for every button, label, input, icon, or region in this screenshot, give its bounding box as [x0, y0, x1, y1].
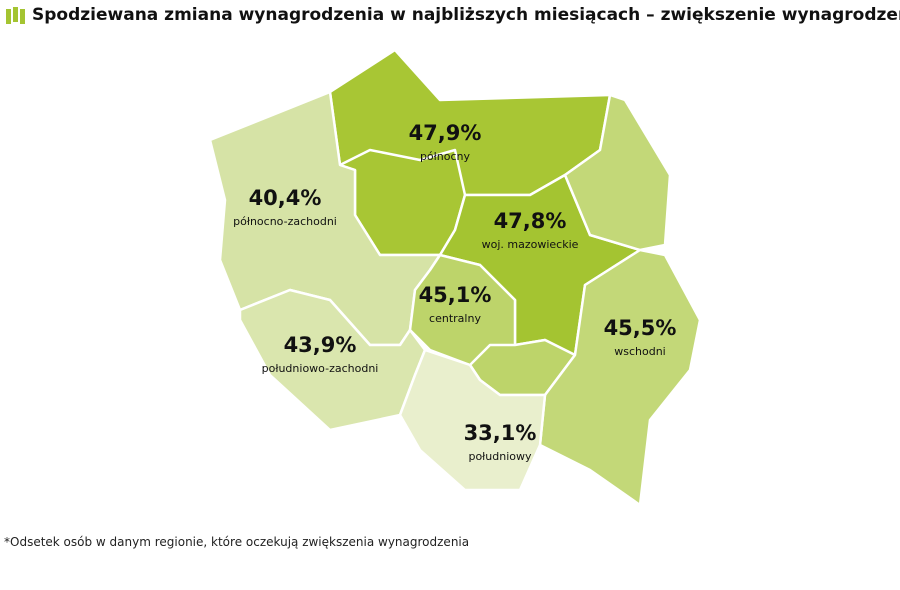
- value-label: 43,9%: [284, 333, 357, 357]
- region-name: woj. mazowieckie: [482, 238, 579, 251]
- region-name: północny: [420, 150, 471, 163]
- region-name: wschodni: [614, 345, 666, 358]
- region: [538, 93, 702, 507]
- region: [398, 348, 547, 492]
- value-label: 47,8%: [494, 209, 567, 233]
- region-name: południowo-zachodni: [262, 362, 379, 375]
- icon: [6, 7, 25, 24]
- value-label: 33,1%: [464, 421, 537, 445]
- value-label: 47,9%: [409, 121, 482, 145]
- footnote: *Odsetek osób w danym regionie, które oc…: [4, 535, 470, 549]
- region-name: północno-zachodni: [233, 215, 337, 228]
- region-name: południowy: [468, 450, 532, 463]
- region-name: centralny: [429, 312, 481, 325]
- title: Spodziewana zmiana wynagrodzenia w najbl…: [32, 5, 900, 25]
- value-label: 40,4%: [249, 186, 322, 210]
- value-label: 45,5%: [604, 316, 677, 340]
- value-label: 45,1%: [419, 283, 492, 307]
